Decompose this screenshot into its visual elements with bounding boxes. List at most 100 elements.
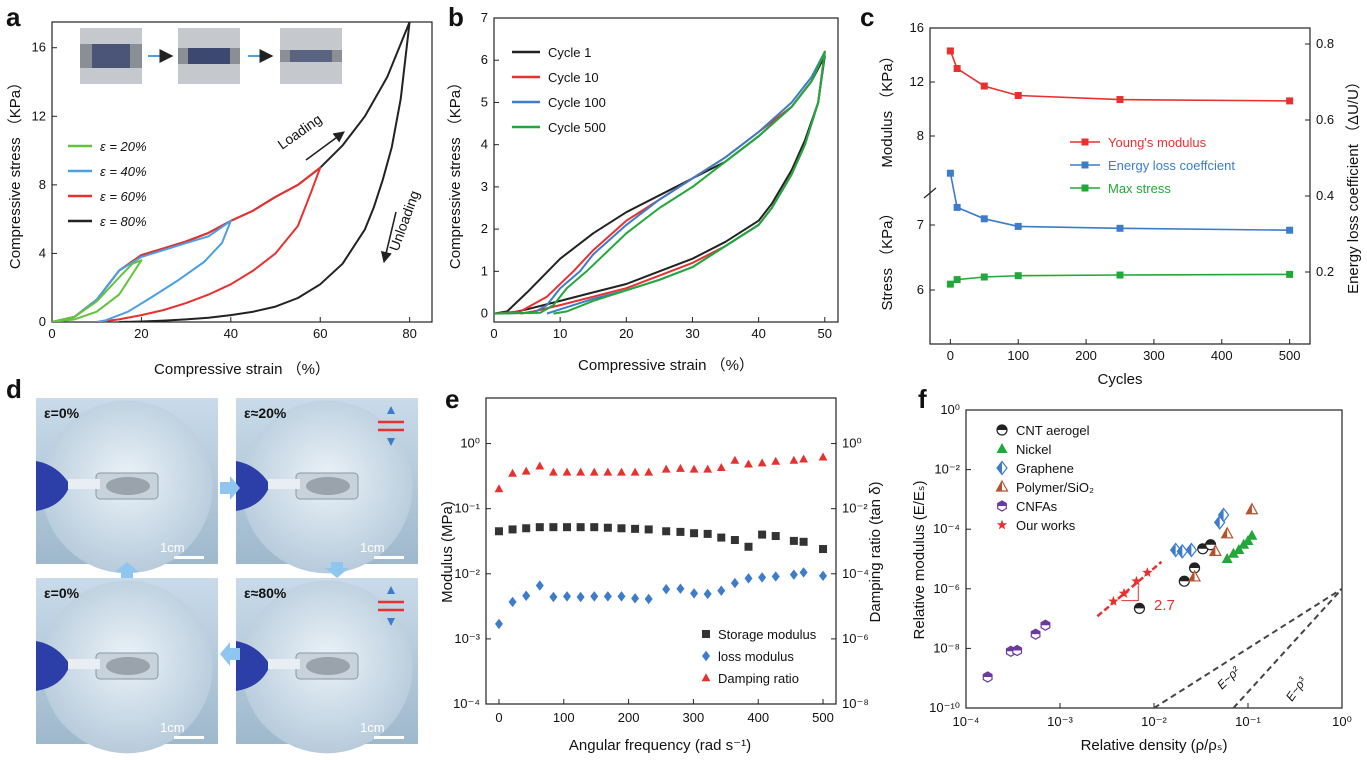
data-point-c <box>980 273 988 281</box>
arrow-down <box>325 562 349 578</box>
data-point-e <box>549 467 558 476</box>
series-line-a <box>52 219 232 322</box>
plot-frame-e <box>485 397 837 705</box>
data-point-e <box>744 459 753 468</box>
x-tick-label-c: 500 <box>1279 348 1301 363</box>
data-point-f <box>1242 535 1254 546</box>
data-point-f-fill <box>1134 603 1145 609</box>
data-point-f <box>1188 569 1202 582</box>
data-point-f <box>1220 526 1234 539</box>
data-point-f <box>1176 543 1189 559</box>
data-point-e <box>617 467 626 476</box>
y-tick-label-a: 0 <box>39 314 46 329</box>
data-point-e <box>508 468 517 477</box>
data-point-e <box>757 458 767 467</box>
data-point-e <box>730 455 740 464</box>
data-point-e <box>508 525 517 534</box>
data-point-e <box>771 571 780 582</box>
x-tick-label-b: 10 <box>553 326 567 341</box>
data-point-e <box>819 570 828 582</box>
x-tick-label-c: 0 <box>947 348 954 363</box>
ylabel-a: Compressive stress （KPa） <box>7 75 24 269</box>
data-point-f-fill <box>1031 629 1040 635</box>
photo-2: ε=0% 1cm <box>36 578 218 754</box>
data-point-e <box>676 463 685 472</box>
sample <box>106 657 150 675</box>
x-tick-label-e: 100 <box>553 710 575 725</box>
series-line-b <box>494 50 826 315</box>
legend-marker-f <box>995 479 1009 492</box>
ylabel-b: Compressive stress （KPa） <box>447 75 464 269</box>
y-tick-label-e: 10⁻³ <box>454 631 480 646</box>
data-point-f-fill <box>1205 539 1216 545</box>
series-line-c <box>949 50 1290 102</box>
data-point-e <box>603 523 612 532</box>
data-point-e <box>617 591 626 602</box>
x-tick-label-e: 200 <box>618 710 640 725</box>
slope-label: 2.7 <box>1154 597 1175 614</box>
y-tick-label-e: 10⁰ <box>460 436 480 451</box>
data-point-f <box>1012 644 1023 657</box>
data-point-c <box>1116 271 1124 279</box>
scale-label: 1cm <box>160 540 185 555</box>
series-line-c <box>949 173 1290 231</box>
arrow-up <box>115 562 139 578</box>
data-point-c <box>953 65 961 72</box>
arrow-up-icon <box>387 438 395 446</box>
data-point-e <box>590 523 599 532</box>
data-point-c <box>980 215 988 223</box>
y-tick-label-a: 16 <box>32 40 46 55</box>
loading-label: Loading <box>275 111 325 153</box>
ylabel-c-bottom: Stress （KPa） <box>879 205 896 310</box>
panel-label-f: f <box>918 384 927 414</box>
data-point-e <box>576 523 585 532</box>
data-point-c <box>946 47 954 55</box>
data-point-e <box>494 527 503 536</box>
x-tick-label-f: 10⁻⁴ <box>953 714 980 729</box>
data-point-f <box>1188 562 1201 574</box>
ref-line-rho2 <box>1153 587 1343 709</box>
y-tick-label-a: 8 <box>39 177 46 192</box>
glove-icon <box>236 461 270 511</box>
ref-line-rho3 <box>1232 588 1343 709</box>
legend-label-c: Young's modulus <box>1108 135 1207 150</box>
x-tick-label-f: 10⁰ <box>1332 714 1352 729</box>
y-right-tick-label-c: 0.8 <box>1316 36 1334 51</box>
x-tick-label-b: 30 <box>685 326 699 341</box>
data-point-e <box>799 454 808 463</box>
data-point-f-fill <box>1170 543 1176 557</box>
data-point-f-fill <box>1246 503 1252 514</box>
data-point-f-fill <box>983 671 993 677</box>
data-point-f-fill <box>1012 645 1022 651</box>
x-tick-label-e: 0 <box>495 710 502 725</box>
data-point-e <box>617 524 626 533</box>
data-point-c <box>953 203 961 211</box>
arrow-up-icon <box>387 618 395 626</box>
loading-arrow <box>305 131 345 161</box>
data-point-f <box>1246 529 1258 540</box>
glove-icon <box>36 641 70 691</box>
data-point-e <box>799 567 808 578</box>
data-point-c <box>1116 96 1124 104</box>
y-tick-label-b: 1 <box>481 263 488 278</box>
compression-photos <box>80 28 342 84</box>
data-point-e <box>603 591 612 602</box>
ylabel-c-top: Modulus （KPa） <box>879 48 896 167</box>
legend-label-f: CNT aerogel <box>1016 423 1090 438</box>
data-point-f <box>1118 587 1130 598</box>
data-point-c <box>980 82 988 90</box>
data-point-e <box>789 536 798 545</box>
x-tick-label-e: 500 <box>812 710 834 725</box>
chart-b: 0 10 20 30 40 50 0 1 2 3 4 5 6 7 Cycle 1 Cycle 10 Cycle… <box>447 10 839 374</box>
data-point-e <box>703 529 712 538</box>
x-tick-label-b: 20 <box>619 326 633 341</box>
x-tick-label-f: 10⁻¹ <box>1235 714 1261 729</box>
glove-icon <box>236 641 270 691</box>
data-point-e <box>676 527 685 536</box>
x-tick-label-c: 200 <box>1075 348 1097 363</box>
data-point-c <box>1286 270 1294 278</box>
panel-label-e: e <box>445 384 459 414</box>
line3-label: E~ρ³ <box>1283 674 1310 704</box>
legend-label-a: ε = 40% <box>100 164 147 179</box>
data-point-e <box>799 537 808 546</box>
